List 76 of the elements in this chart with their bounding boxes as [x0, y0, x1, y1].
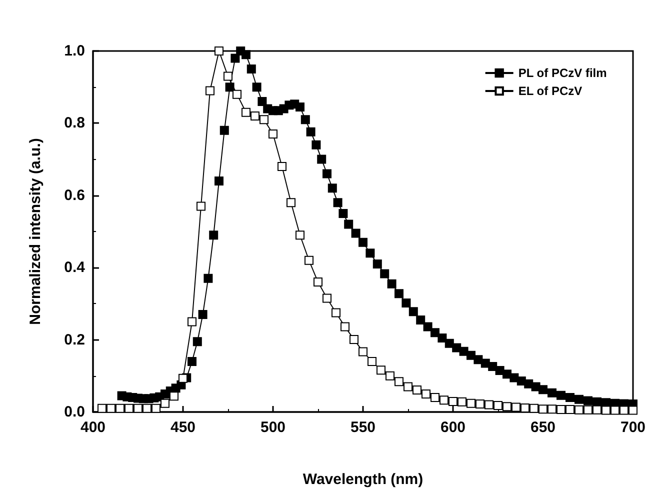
point — [232, 90, 242, 99]
point — [368, 356, 376, 366]
point — [412, 385, 422, 394]
point — [592, 405, 602, 414]
x-tick-label: 550 — [350, 419, 376, 436]
point — [160, 398, 170, 408]
point — [178, 374, 188, 383]
legend-label: EL of PCzV — [518, 84, 582, 98]
y-tick-label: 0.6 — [64, 186, 85, 204]
point — [548, 404, 556, 414]
point — [214, 46, 224, 56]
point — [350, 334, 358, 344]
legend-label: PL of PCzV film — [518, 66, 607, 80]
x-tick-label: 700 — [620, 419, 646, 436]
point — [476, 400, 484, 409]
point — [458, 397, 466, 406]
x-tick-label: 650 — [530, 419, 556, 436]
y-tick-label: 0.0 — [64, 404, 85, 420]
point — [152, 404, 160, 413]
point — [332, 308, 340, 318]
point — [296, 230, 304, 240]
point — [502, 402, 512, 412]
point — [602, 406, 610, 415]
point — [530, 404, 538, 413]
point — [340, 322, 350, 332]
point — [422, 389, 430, 398]
point — [304, 256, 314, 265]
point — [404, 382, 412, 392]
point — [376, 366, 386, 375]
point — [484, 400, 494, 410]
y-tick-label: 1.0 — [64, 42, 85, 60]
point — [620, 406, 628, 415]
point — [250, 111, 260, 120]
point — [466, 398, 476, 408]
point — [206, 86, 214, 96]
point — [106, 404, 116, 413]
point — [170, 392, 178, 401]
point — [116, 404, 124, 413]
point — [124, 404, 134, 413]
point — [260, 115, 268, 124]
point — [538, 404, 548, 414]
y-tick-label: 0.2 — [64, 331, 85, 348]
point — [188, 317, 196, 326]
point — [196, 202, 206, 211]
point — [584, 405, 592, 414]
point — [268, 130, 278, 139]
point — [574, 405, 584, 414]
point — [394, 377, 404, 386]
y-tick-label: 0.8 — [64, 114, 85, 132]
y-tick-label: 0.4 — [64, 259, 86, 276]
point — [278, 162, 286, 172]
point — [448, 397, 458, 406]
point — [358, 347, 368, 356]
x-tick-label: 500 — [260, 419, 286, 436]
point — [314, 278, 322, 287]
point — [430, 393, 440, 402]
point — [628, 406, 638, 415]
y-axis-title: Normalized intensity (a.u.) — [27, 138, 44, 325]
point — [440, 396, 448, 405]
point — [98, 404, 106, 413]
point — [556, 404, 566, 414]
point — [286, 198, 296, 208]
point — [224, 72, 232, 81]
point — [512, 402, 520, 412]
x-tick-label: 400 — [80, 419, 106, 436]
point — [142, 404, 152, 413]
x-axis-title: Wavelength (nm) — [302, 471, 424, 488]
point — [322, 294, 332, 303]
point — [134, 404, 142, 413]
x-tick-label: 600 — [440, 419, 466, 436]
point — [494, 401, 502, 410]
point — [386, 371, 394, 380]
point — [610, 406, 620, 415]
x-tick-label: 450 — [170, 419, 196, 436]
point — [242, 108, 250, 117]
point — [566, 404, 574, 414]
